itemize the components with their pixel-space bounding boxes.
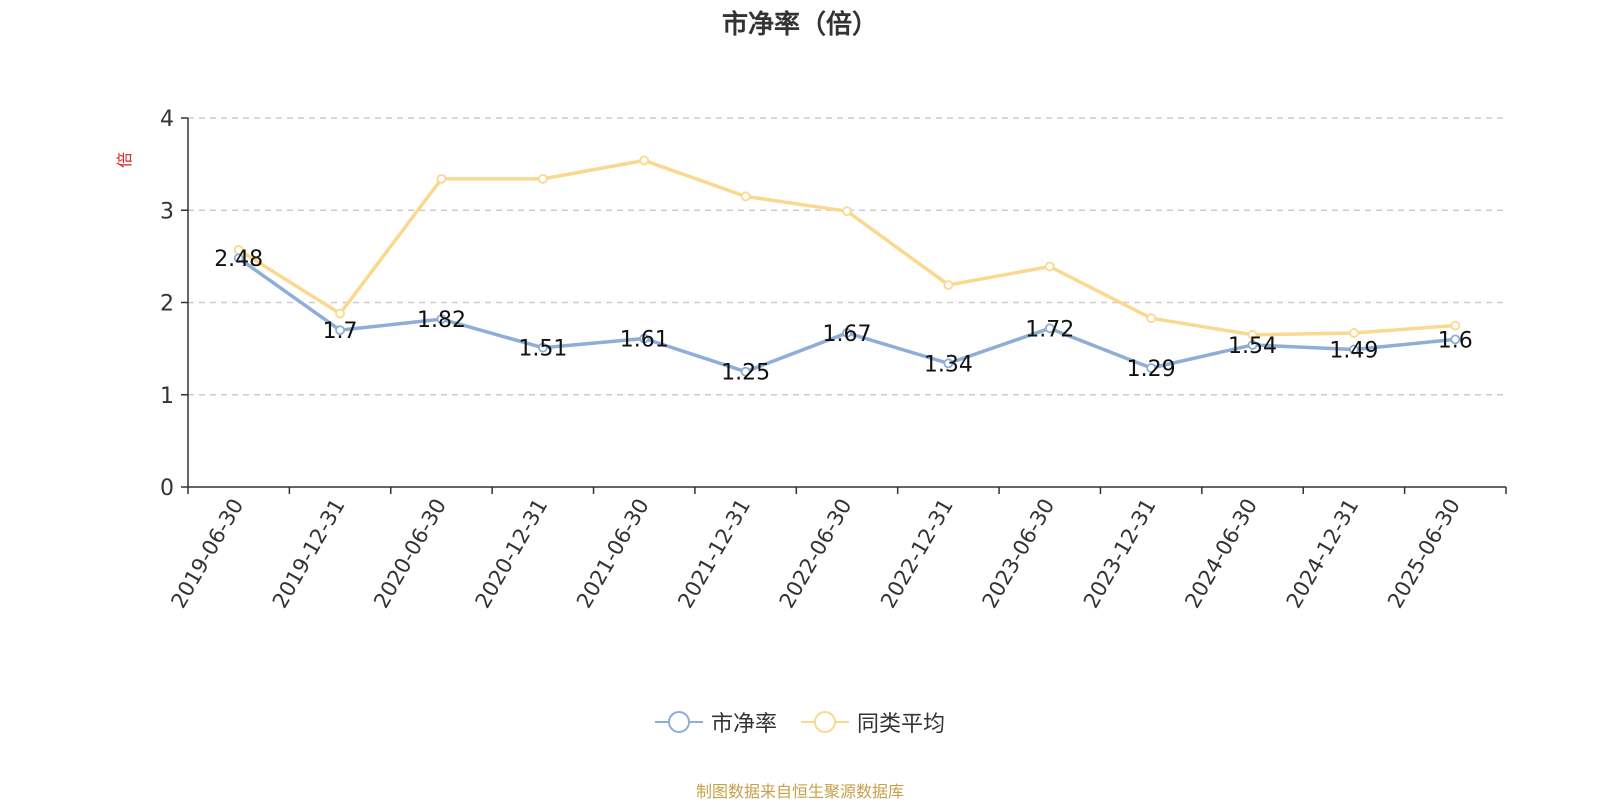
data-point (1450, 320, 1461, 331)
data-label: 1.82 (417, 308, 466, 333)
data-point (740, 191, 751, 202)
y-tick-label: 2 (160, 292, 174, 317)
legend: 市净率 同类平均 (0, 706, 1600, 738)
x-tick-label: 2022-06-30 (775, 495, 857, 613)
data-label: 2.48 (214, 247, 263, 272)
data-point (1349, 328, 1359, 338)
data-label: 1.34 (924, 352, 973, 377)
data-point (1146, 363, 1157, 373)
x-tick-label: 2022-12-31 (876, 495, 958, 613)
x-tick-label: 2021-12-31 (673, 495, 755, 613)
x-tick-label: 2020-06-30 (369, 495, 451, 613)
legend-label: 同类平均 (857, 712, 946, 737)
x-tick-label: 2023-12-31 (1079, 495, 1161, 613)
data-point (1044, 323, 1055, 334)
data-point (639, 155, 650, 166)
x-tick-label: 2019-06-30 (166, 495, 248, 613)
data-point (335, 308, 345, 319)
data-labels: 2.48 1.7 1.82 1.51 1.61 1.25 1.67 1.34 1.72 1.29 1… (214, 247, 1473, 385)
data-point (1044, 261, 1055, 272)
data-point (639, 333, 650, 344)
data-point (1349, 344, 1359, 355)
data-label: 1.25 (721, 361, 770, 386)
legend-item[interactable]: 市净率 (654, 706, 777, 738)
source-note: 制图数据来自恒生聚源数据库 (695, 782, 904, 801)
data-label: 1.49 (1329, 339, 1378, 364)
data-point (943, 358, 954, 369)
legend-swatch-icon (654, 711, 703, 733)
y-tick-label: 1 (160, 384, 174, 409)
data-point (842, 206, 852, 217)
x-tick-label: 2023-06-30 (977, 495, 1059, 613)
x-tick-label: 2024-06-30 (1180, 495, 1262, 613)
data-point (1247, 329, 1258, 340)
y-tick-label: 3 (160, 199, 174, 224)
data-label: 1.67 (823, 322, 872, 347)
data-label: 1.61 (620, 327, 669, 352)
x-tick-label: 2025-06-30 (1383, 495, 1465, 613)
x-tick-label: 2020-12-31 (471, 495, 553, 613)
data-label: 1.51 (518, 337, 567, 362)
data-point (436, 173, 447, 184)
data-point (1247, 340, 1258, 350)
data-point (335, 325, 345, 336)
data-point (233, 253, 244, 264)
y-tick-label: 0 (160, 476, 174, 501)
legend-item[interactable]: 同类平均 (801, 706, 945, 738)
data-label: 1.7 (323, 319, 358, 344)
data-point (436, 314, 447, 325)
chart-title: 市净率（倍） (721, 10, 878, 40)
data-point (842, 328, 852, 338)
data-point (740, 366, 751, 377)
data-label: 1.6 (1438, 328, 1473, 353)
data-point (1146, 313, 1157, 324)
legend-label: 市净率 (710, 712, 777, 737)
legend-swatch-icon (801, 711, 849, 733)
data-label: 1.54 (1228, 334, 1277, 359)
y-axis-label: 倍 (115, 152, 134, 168)
x-tick-label: 2021-06-30 (572, 495, 654, 613)
grid-lines (188, 117, 1506, 396)
y-tick-label: 4 (160, 107, 174, 132)
data-label: 1.72 (1025, 317, 1074, 342)
x-tick-label: 2024-12-31 (1282, 495, 1364, 613)
data-label: 1.29 (1127, 357, 1176, 382)
data-point (1450, 334, 1461, 345)
series-layer (233, 155, 1461, 377)
x-tick-label: 2019-12-31 (268, 495, 350, 613)
data-point (537, 173, 548, 184)
data-point (943, 280, 954, 290)
axes: 0 1 2 3 4 2019-06-30 2019-12-31 2020-06-30 2020-… (160, 107, 1507, 613)
data-point (537, 342, 548, 353)
